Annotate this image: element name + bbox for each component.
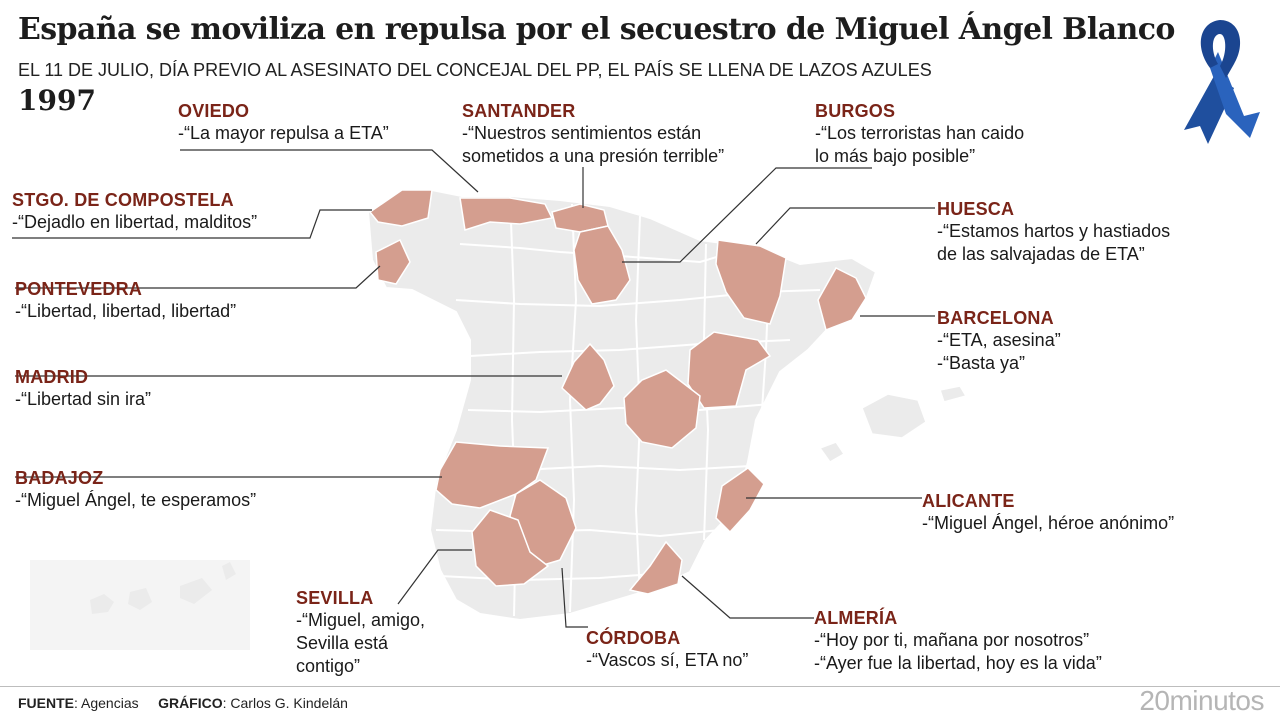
city-quote: -“Basta ya” [937,353,1026,373]
city-quote: -“Libertad sin ira” [15,389,152,409]
label-badajoz: BADAJOZ -“Miguel Ángel, te esperamos” [15,467,256,512]
province-huesca [715,239,787,325]
city-name: CÓRDOBA [586,628,681,648]
highlighted-provinces [368,189,867,595]
city-quote: Sevilla está [296,633,389,653]
label-compostela: STGO. DE COMPOSTELA -“Dejadlo en liberta… [12,189,257,234]
city-name: MADRID [15,367,89,387]
city-quote: sometidos a una presión terrible” [462,146,725,166]
blue-ribbon-icon [1184,20,1260,144]
city-name: PONTEVEDRA [15,279,143,299]
province-madrid [561,342,615,411]
leader-line-cordoba [561,567,588,628]
city-quote: -“ETA, asesina” [937,330,1061,350]
leader-line-burgos [622,167,872,263]
ribbon-right-tail [1210,52,1260,138]
source-credit: FUENTE: Agencias GRÁFICO: Carlos G. Kind… [18,695,348,711]
city-name: ALMERÍA [814,608,898,628]
label-huesca: HUESCA -“Estamos hartos y hastiados de l… [937,198,1170,266]
city-name: HUESCA [937,199,1015,219]
spain-province-map [12,149,968,650]
label-burgos: BURGOS -“Los terroristas han caido lo má… [815,100,1024,168]
menorca [939,385,968,403]
leader-line-oviedo [180,149,479,193]
graphic-value: Carlos G. Kindelán [230,695,348,711]
city-quote: -“Hoy por ti, mañana por nosotros” [814,630,1090,650]
year-label: 1997 [18,84,96,117]
brand-logo: 20minutos [1139,685,1264,716]
province-almeria [628,540,683,595]
city-quote: contigo” [296,656,361,676]
label-cordoba: CÓRDOBA -“Vascos sí, ETA no” [586,627,748,672]
city-quote: -“Miguel, amigo, [296,610,426,630]
city-quote: -“Miguel Ángel, te esperamos” [15,490,257,510]
leader-line-pontevedra [15,265,381,289]
city-quote: lo más bajo posible” [815,146,976,166]
map-subtitle: EL 11 DE JULIO, DÍA PREVIO AL ASESINATO … [18,60,932,80]
graphic-label: GRÁFICO [158,695,223,711]
city-name: BURGOS [815,101,896,121]
city-name: ALICANTE [922,491,1015,511]
leader-line-almeria [681,575,814,619]
source-value: Agencias [81,695,139,711]
city-name: OVIEDO [178,101,250,121]
city-quote: -“Estamos hartos y hastiados [937,221,1171,241]
city-quote: -“Libertad, libertad, libertad” [15,301,237,321]
city-name: BARCELONA [937,308,1054,328]
city-name: SANTANDER [462,101,576,121]
label-pontevedra: PONTEVEDRA -“Libertad, libertad, liberta… [15,278,236,323]
canary-island [180,578,212,604]
province-asturias [459,197,554,231]
footer: FUENTE: Agencias GRÁFICO: Carlos G. Kind… [0,685,1280,721]
canary-island [128,588,152,610]
leader-lines [12,149,935,628]
city-name: BADAJOZ [15,468,104,488]
map-title: España se moviliza en repulsa por el sec… [18,12,1175,47]
label-almeria: ALMERÍA -“Hoy por ti, mañana por nosotro… [814,607,1102,675]
canary-island [222,562,236,580]
province-sevilla [471,509,550,587]
province-compostela [368,189,433,227]
city-quote: -“Nuestros sentimientos están [462,123,702,143]
balearic-islands [818,385,968,463]
mallorca [861,393,927,439]
province-pontevedra [375,238,411,285]
city-quote: -“Ayer fue la libertad, hoy es la vida” [814,653,1102,673]
label-oviedo: OVIEDO -“La mayor repulsa a ETA” [178,100,389,145]
province-burgos [573,225,631,305]
city-quote: -“Los terroristas han caido [815,123,1025,143]
city-name: SEVILLA [296,588,374,608]
canary-islands [30,560,250,650]
province-badajoz [435,441,550,509]
label-barcelona: BARCELONA -“ETA, asesina” -“Basta ya” [937,307,1061,375]
label-alicante: ALICANTE -“Miguel Ángel, héroe anónimo” [922,490,1174,535]
label-sevilla: SEVILLA -“Miguel, amigo, Sevilla está co… [296,587,425,678]
label-santander: SANTANDER -“Nuestros sentimientos están … [462,100,724,168]
ribbon-loop [1200,20,1241,78]
city-quote: -“Miguel Ángel, héroe anónimo” [922,513,1175,533]
city-quote: -“La mayor repulsa a ETA” [178,123,389,143]
canary-island [90,594,114,614]
city-quote: de las salvajadas de ETA” [937,244,1145,264]
label-madrid: MADRID -“Libertad sin ira” [15,366,151,411]
source-label: FUENTE [18,695,74,711]
ibiza [818,441,846,463]
city-name: STGO. DE COMPOSTELA [12,190,234,210]
city-quote: -“Vascos sí, ETA no” [586,650,749,670]
leader-line-compostela [12,209,372,239]
leader-line-sevilla [397,549,472,605]
leader-line-huesca [755,207,935,245]
province-barcelona [817,267,867,331]
city-quote: -“Dejadlo en libertad, malditos” [12,212,258,232]
province-alicante [715,467,765,534]
province-cuenca [623,369,701,449]
